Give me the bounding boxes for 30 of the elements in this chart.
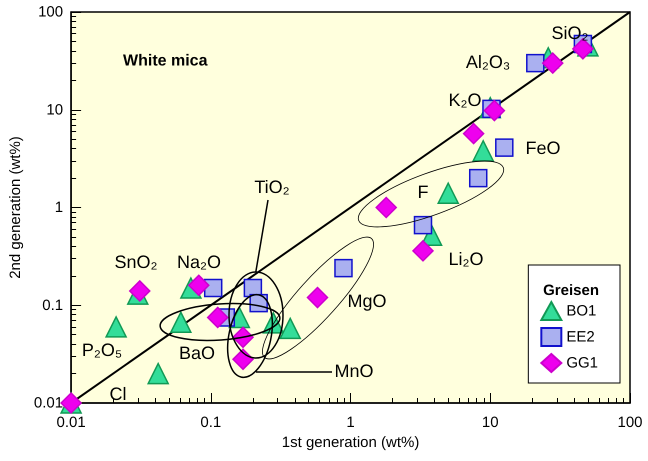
y-tick-label: 0.01 [34, 394, 64, 412]
x-tick-label: 0.1 [200, 414, 222, 431]
annotation: K₂O [448, 90, 482, 110]
annotation: F [418, 182, 428, 202]
annotation: FeO [525, 138, 561, 158]
annotation: SiO₂ [552, 23, 589, 43]
annotation: Na₂O [177, 252, 221, 272]
annotation: BaO [178, 343, 216, 363]
y-tick-label: 0.1 [42, 296, 64, 314]
x-axis-title: 1st generation (wt%) [282, 434, 420, 451]
y-axis-title: 2nd generation (wt%) [7, 136, 24, 279]
annotation: Li₂O [448, 249, 484, 269]
legend-label: BO1 [566, 302, 596, 320]
annotation: Al₂O₃ [466, 52, 510, 72]
annotation: MgO [347, 291, 387, 311]
annotation: MnO [334, 361, 374, 381]
annotation: Cl [110, 384, 126, 404]
annotation: SnO₂ [114, 252, 158, 272]
legend-title: Greisen [543, 282, 600, 299]
y-tick-label: 1 [54, 199, 64, 216]
y-tick-label: 100 [38, 4, 64, 20]
legend-label: EE2 [566, 328, 595, 346]
text: White mica [123, 52, 208, 70]
annotation: P₂O₅ [82, 340, 122, 360]
x-tick-label: 100 [617, 414, 643, 431]
legend-label: GG1 [566, 354, 598, 372]
annotation: TiO₂ [254, 177, 290, 197]
x-tick-label: 10 [482, 414, 499, 431]
x-tick-label: 1 [346, 414, 355, 431]
y-tick-label: 10 [46, 101, 64, 118]
